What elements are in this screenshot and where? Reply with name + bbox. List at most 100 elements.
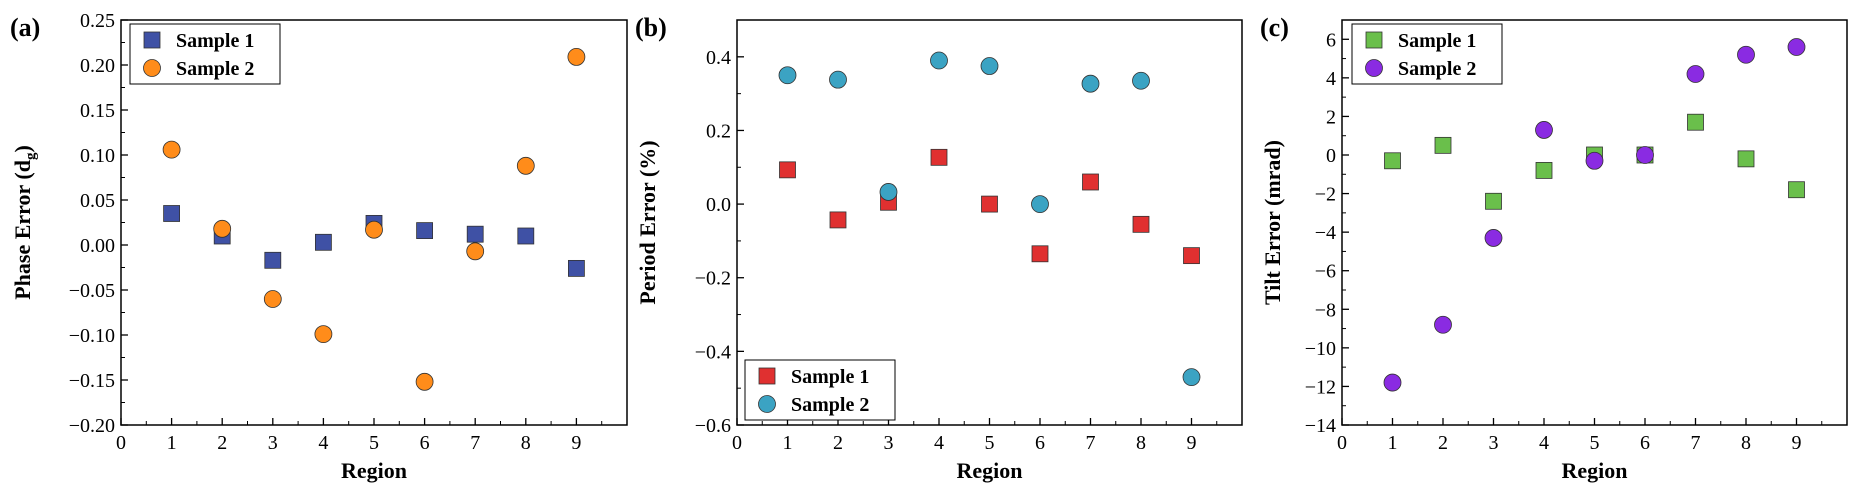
y-tick-label: −2: [1315, 184, 1336, 206]
data-point: [1535, 162, 1553, 179]
y-tick-label: 0.00: [80, 235, 115, 257]
x-axis-label: Region: [957, 458, 1023, 483]
y-tick-label: 0.10: [80, 145, 115, 167]
y-tick-label: 0.15: [80, 100, 115, 122]
y-tick-label: 0.4: [706, 47, 731, 69]
x-tick-label: 6: [1035, 432, 1045, 454]
x-tick-label: 8: [1741, 432, 1751, 454]
x-tick-label: 1: [167, 432, 177, 454]
y-tick-label: −0.2: [695, 268, 731, 290]
y-tick-label: 0.25: [80, 10, 115, 32]
x-axis-label: Region: [1562, 458, 1628, 483]
data-point: [213, 219, 232, 238]
y-tick-label: 0.2: [706, 120, 731, 142]
x-tick-label: 2: [833, 432, 843, 454]
y-tick-label: −0.10: [69, 325, 115, 347]
data-point: [981, 195, 998, 213]
x-tick-label: 8: [1136, 432, 1146, 454]
panel-a: 0 1 2 3 4 5 6 7 8 9 −0.20 −0.15 −0.10 −0.05 0.00 0.05 0.…: [10, 10, 628, 483]
x-tick-label: 9: [1792, 432, 1802, 454]
y-tick-label: −14: [1305, 415, 1336, 437]
y-axis-label-main: Phase Error (d: [10, 160, 35, 300]
data-point: [1031, 195, 1049, 213]
data-point: [1132, 215, 1150, 233]
data-point: [466, 225, 484, 243]
y-tick-label: −6: [1315, 261, 1336, 283]
data-point: [263, 290, 282, 308]
y-tick-label: −0.6: [695, 415, 731, 437]
y-tick-label: −12: [1305, 376, 1336, 398]
data-point: [162, 140, 181, 159]
data-point: [1434, 315, 1452, 334]
x-axis: 0 1 2 3 4 5 6 7 8 9: [732, 418, 1218, 454]
x-tick-label: 2: [217, 432, 227, 454]
legend-label: Sample 2: [176, 58, 254, 80]
data-point: [314, 325, 333, 344]
y-axis-label: Tilt Error (mrad): [1260, 140, 1285, 305]
x-tick-label: 7: [1691, 432, 1701, 454]
y-tick-label: 0: [1326, 145, 1336, 167]
y-axis-label-close: ): [10, 145, 35, 152]
data-point: [1182, 368, 1201, 387]
legend-label: Sample 2: [1398, 58, 1476, 80]
data-point: [365, 220, 383, 239]
data-point: [1687, 113, 1704, 131]
y-tick-label: −0.20: [69, 415, 115, 437]
y-axis: −14 −12 −10 −8 −6 −4 −2 0 2 4 6: [1305, 29, 1349, 437]
y-axis-label-main: Period Error (%): [635, 140, 660, 304]
series-2: [1383, 38, 1806, 392]
x-tick-label: 8: [521, 432, 531, 454]
data-point: [416, 222, 434, 240]
data-point: [1132, 71, 1150, 90]
data-point: [930, 148, 948, 166]
data-point: [1787, 38, 1806, 56]
data-point: [466, 242, 485, 261]
panel-label: (b): [635, 13, 667, 42]
x-tick-label: 3: [1489, 432, 1499, 454]
legend-marker: [143, 59, 161, 77]
data-point: [1383, 373, 1402, 392]
data-point: [264, 251, 282, 269]
y-tick-label: −8: [1315, 299, 1336, 321]
panel-label: (a): [10, 13, 40, 42]
legend-marker: [758, 367, 776, 385]
data-point: [1686, 65, 1705, 83]
y-tick-label: −4: [1315, 222, 1336, 244]
y-axis: −0.20 −0.15 −0.10 −0.05 0.00 0.05 0.10 0.15 0.20…: [69, 10, 128, 437]
legend-marker: [1365, 59, 1383, 77]
data-point: [163, 205, 181, 222]
legend: Sample 1 Sample 2: [744, 359, 896, 421]
x-tick-label: 7: [1086, 432, 1096, 454]
legend: Sample 1 Sample 2: [129, 23, 281, 85]
legend-marker: [758, 395, 776, 413]
x-axis-label: Region: [341, 458, 407, 483]
data-point: [980, 57, 999, 75]
data-point: [1737, 45, 1755, 64]
y-tick-label: −10: [1305, 338, 1336, 360]
legend-label: Sample 1: [1398, 30, 1476, 52]
data-point: [1737, 150, 1755, 168]
x-tick-label: 9: [1187, 432, 1197, 454]
y-tick-label: −0.4: [695, 341, 731, 363]
x-tick-label: 3: [884, 432, 894, 454]
series-1: [779, 148, 1200, 265]
data-point: [516, 156, 535, 175]
data-point: [1585, 151, 1604, 170]
y-axis: −0.6 −0.4 −0.2 0.0 0.2 0.4: [695, 47, 744, 437]
series-1: [163, 205, 585, 277]
y-axis-label: Phase Error (dg): [10, 145, 39, 300]
x-axis: 0 1 2 3 4 5 6 7 8 9: [1337, 418, 1823, 454]
legend-marker: [143, 31, 161, 49]
data-point: [879, 183, 898, 201]
x-tick-label: 7: [470, 432, 480, 454]
x-tick-label: 4: [1539, 432, 1549, 454]
x-tick-label: 6: [1640, 432, 1650, 454]
data-point: [930, 51, 948, 70]
data-point: [568, 259, 585, 277]
x-tick-label: 2: [1438, 432, 1448, 454]
x-tick-label: 1: [783, 432, 793, 454]
panel-label: (c): [1260, 13, 1289, 42]
data-point: [778, 66, 797, 85]
data-point: [829, 211, 847, 229]
